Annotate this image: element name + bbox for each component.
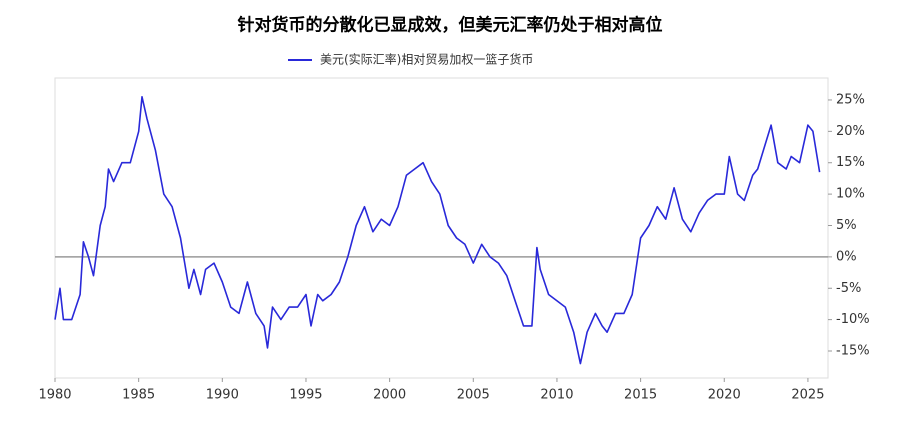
y-tick-label: 15% bbox=[836, 155, 865, 170]
y-tick-label: 5% bbox=[836, 218, 857, 233]
y-tick-label: -5% bbox=[836, 281, 861, 296]
x-tick-label: 2025 bbox=[791, 388, 824, 403]
y-tick-label: 20% bbox=[836, 124, 865, 139]
y-tick-label: 25% bbox=[836, 92, 865, 107]
chart-title: 针对货币的分散化已显成效，但美元汇率仍处于相对高位 bbox=[238, 15, 663, 36]
x-tick-label: 1990 bbox=[206, 388, 239, 403]
y-tick-label: -15% bbox=[836, 344, 870, 359]
y-tick-label: -10% bbox=[836, 312, 870, 327]
x-tick-label: 2020 bbox=[708, 388, 741, 403]
x-tick-label: 1980 bbox=[38, 388, 71, 403]
x-tick-label: 2000 bbox=[373, 388, 406, 403]
x-tick-label: 1985 bbox=[122, 388, 155, 403]
legend-label: 美元(实际汇率)相对贸易加权一篮子货币 bbox=[320, 52, 533, 67]
x-tick-label: 2015 bbox=[624, 388, 657, 403]
x-tick-label: 2010 bbox=[540, 388, 573, 403]
series-line bbox=[54, 96, 821, 365]
y-tick-label: 10% bbox=[836, 187, 865, 202]
y-tick-label: 0% bbox=[836, 249, 857, 264]
x-tick-label: 1995 bbox=[289, 388, 322, 403]
x-tick-label: 2005 bbox=[457, 388, 490, 403]
plot-frame bbox=[54, 77, 829, 379]
